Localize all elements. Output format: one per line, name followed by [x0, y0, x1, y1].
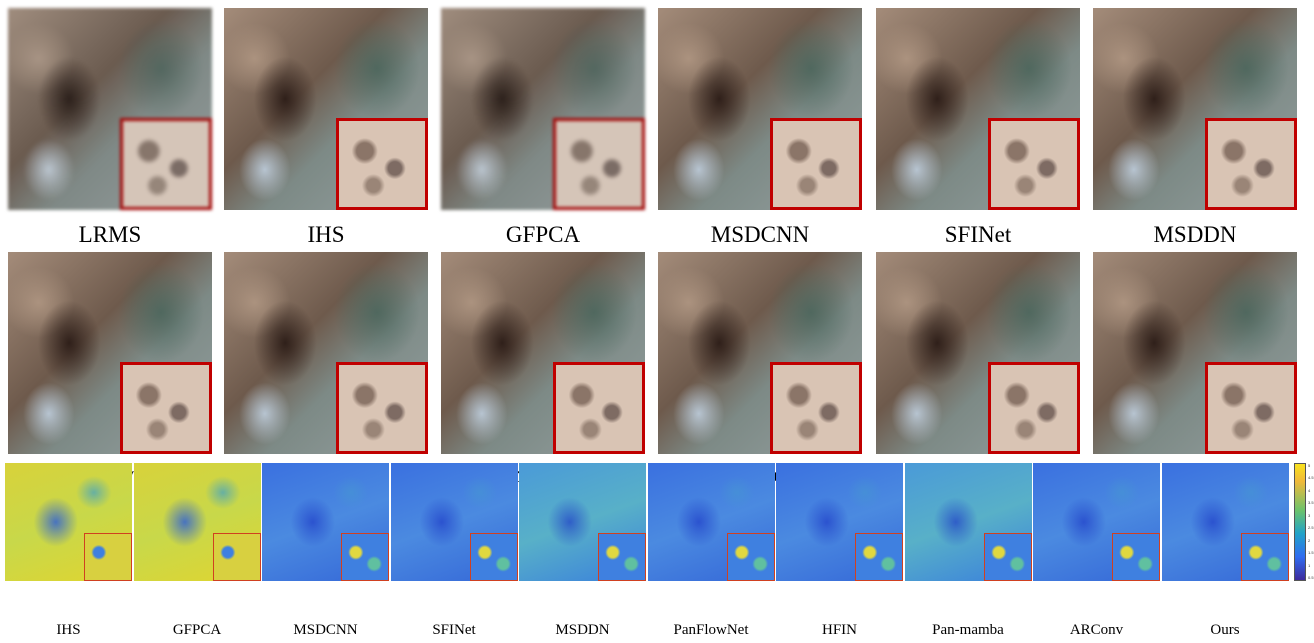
colorbar-tick-label: 2.5 — [1308, 525, 1314, 530]
error-map — [391, 463, 518, 581]
image-label: LRMS — [8, 222, 212, 248]
error-map-label: Ours — [1162, 622, 1289, 639]
result-image — [1093, 8, 1297, 210]
error-map-label: PanFlowNet — [648, 622, 775, 639]
zoom-inset — [855, 533, 903, 581]
image-label: GFPCA — [441, 222, 645, 248]
error-map-label: IHS — [5, 622, 132, 639]
error-map-label: ARConv — [1033, 622, 1160, 639]
colorbar-tick-label: 4.5 — [1308, 475, 1314, 480]
colorbar-tick-label: 1 — [1308, 563, 1310, 568]
error-map — [5, 463, 132, 581]
colorbar-tick-label: 5 — [1308, 463, 1310, 468]
result-image — [8, 252, 212, 454]
result-image — [876, 252, 1080, 454]
error-map — [1033, 463, 1160, 581]
result-image — [224, 252, 428, 454]
error-map-label: Pan-mamba — [905, 622, 1032, 639]
zoom-inset — [470, 533, 518, 581]
zoom-inset — [553, 118, 645, 210]
figure: LRMSIHSGFPCAMSDCNNSFINetMSDDNPanFlowNetH… — [0, 0, 1314, 643]
error-map — [134, 463, 261, 581]
colorbar-tick-label: 0.5 — [1308, 575, 1314, 580]
result-image — [658, 252, 862, 454]
colorbar-tick-label: 2 — [1308, 538, 1310, 543]
colorbar-tick-label: 3 — [1308, 513, 1310, 518]
error-map-label: MSDCNN — [262, 622, 389, 639]
zoom-inset — [120, 362, 212, 454]
image-label: MSDCNN — [658, 222, 862, 248]
zoom-inset — [770, 362, 862, 454]
colorbar-tick-label: 3.5 — [1308, 500, 1314, 505]
error-map-label: MSDDN — [519, 622, 646, 639]
result-image — [8, 8, 212, 210]
result-image — [658, 8, 862, 210]
zoom-inset — [1205, 362, 1297, 454]
error-map-label: HFIN — [776, 622, 903, 639]
error-map — [776, 463, 903, 581]
zoom-inset — [727, 533, 775, 581]
error-map — [1162, 463, 1289, 581]
error-map — [905, 463, 1032, 581]
zoom-inset — [553, 362, 645, 454]
error-map — [519, 463, 646, 581]
error-map — [262, 463, 389, 581]
zoom-inset — [984, 533, 1032, 581]
colorbar-tick-label: 1.5 — [1308, 550, 1314, 555]
colorbar — [1294, 463, 1306, 581]
result-image — [441, 8, 645, 210]
result-image — [224, 8, 428, 210]
zoom-inset — [84, 533, 132, 581]
zoom-inset — [598, 533, 646, 581]
zoom-inset — [213, 533, 261, 581]
error-map — [648, 463, 775, 581]
image-label: IHS — [224, 222, 428, 248]
zoom-inset — [988, 118, 1080, 210]
zoom-inset — [1112, 533, 1160, 581]
zoom-inset — [341, 533, 389, 581]
error-map-label: GFPCA — [134, 622, 261, 639]
zoom-inset — [1241, 533, 1289, 581]
zoom-inset — [770, 118, 862, 210]
colorbar-tick-label: 4 — [1308, 488, 1310, 493]
image-label: SFINet — [876, 222, 1080, 248]
result-image — [1093, 252, 1297, 454]
error-map-label: SFINet — [391, 622, 518, 639]
zoom-inset — [988, 362, 1080, 454]
zoom-inset — [1205, 118, 1297, 210]
zoom-inset — [120, 118, 212, 210]
zoom-inset — [336, 362, 428, 454]
zoom-inset — [336, 118, 428, 210]
image-label: MSDDN — [1093, 222, 1297, 248]
result-image — [876, 8, 1080, 210]
result-image — [441, 252, 645, 454]
